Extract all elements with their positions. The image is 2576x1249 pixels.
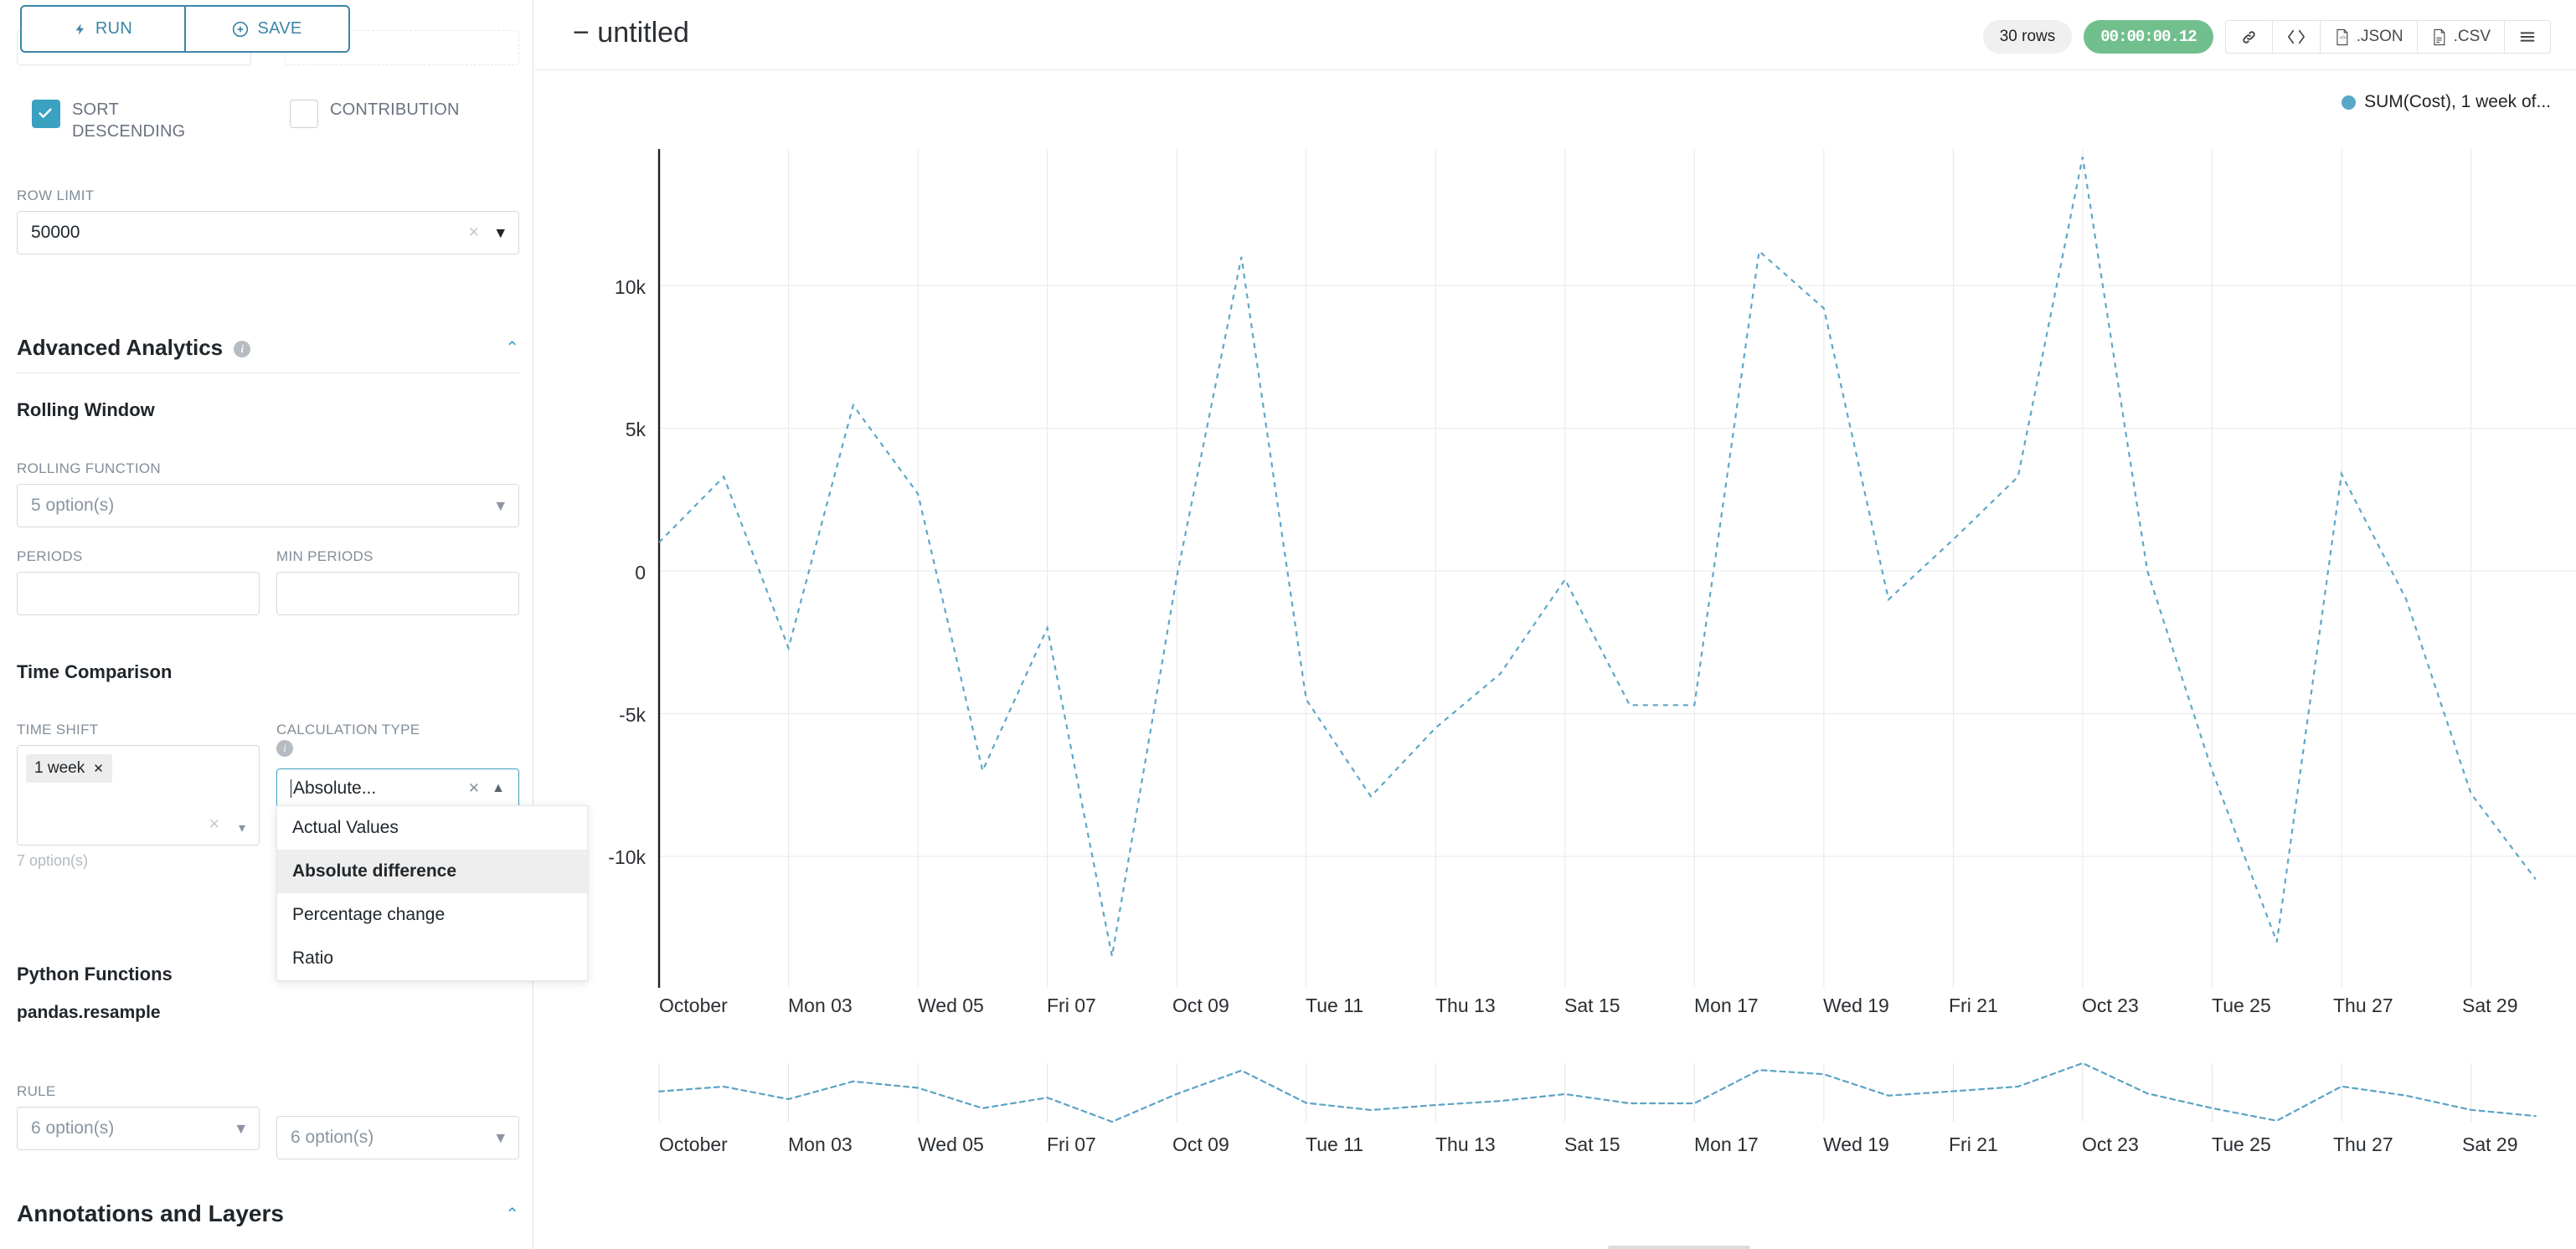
- svg-text:</>: </>: [2339, 35, 2346, 40]
